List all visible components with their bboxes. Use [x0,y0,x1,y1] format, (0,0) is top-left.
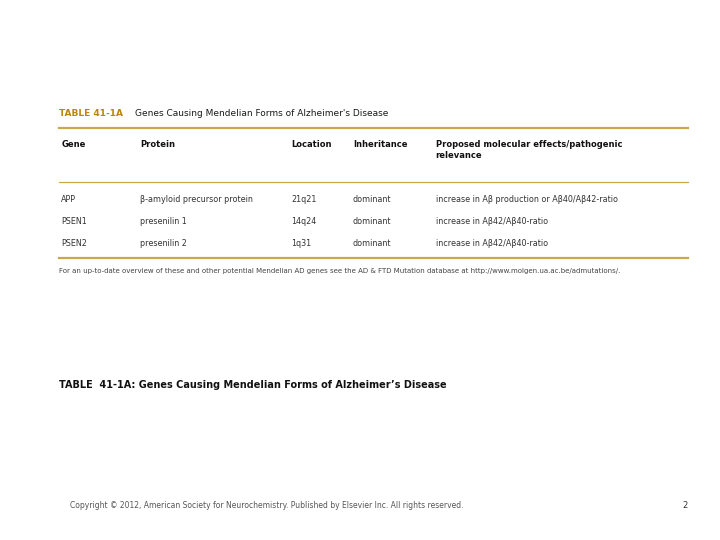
Text: 21q21: 21q21 [292,195,317,205]
Text: PSEN2: PSEN2 [61,239,87,248]
Text: increase in Aβ production or Aβ40/Aβ42-ratio: increase in Aβ production or Aβ40/Aβ42-r… [436,195,618,205]
Text: increase in Aβ42/Aβ40-ratio: increase in Aβ42/Aβ40-ratio [436,217,548,226]
Text: Inheritance: Inheritance [353,140,408,150]
Text: Protein: Protein [140,140,176,150]
Text: For an up-to-date overview of these and other potential Mendelian AD genes see t: For an up-to-date overview of these and … [59,268,621,274]
Text: PSEN1: PSEN1 [61,217,87,226]
Text: presenilin 1: presenilin 1 [140,217,187,226]
Text: 14q24: 14q24 [292,217,317,226]
Text: increase in Aβ42/Aβ40-ratio: increase in Aβ42/Aβ40-ratio [436,239,548,248]
Text: 1q31: 1q31 [292,239,312,248]
Text: dominant: dominant [353,217,391,226]
Text: β-amyloid precursor protein: β-amyloid precursor protein [140,195,253,205]
Text: dominant: dominant [353,195,391,205]
Text: Proposed molecular effects/pathogenic
relevance: Proposed molecular effects/pathogenic re… [436,140,622,160]
Text: presenilin 2: presenilin 2 [140,239,187,248]
Text: TABLE 41-1A: TABLE 41-1A [59,109,123,118]
Text: APP: APP [61,195,76,205]
Text: Gene: Gene [61,140,86,150]
Text: TABLE  41-1A: Genes Causing Mendelian Forms of Alzheimer’s Disease: TABLE 41-1A: Genes Causing Mendelian For… [59,380,446,390]
Text: 2: 2 [683,501,688,510]
Text: Genes Causing Mendelian Forms of Alzheimer's Disease: Genes Causing Mendelian Forms of Alzheim… [135,109,388,118]
Text: Location: Location [292,140,332,150]
Text: dominant: dominant [353,239,391,248]
Text: Copyright © 2012, American Society for Neurochemistry. Published by Elsevier Inc: Copyright © 2012, American Society for N… [70,501,463,510]
